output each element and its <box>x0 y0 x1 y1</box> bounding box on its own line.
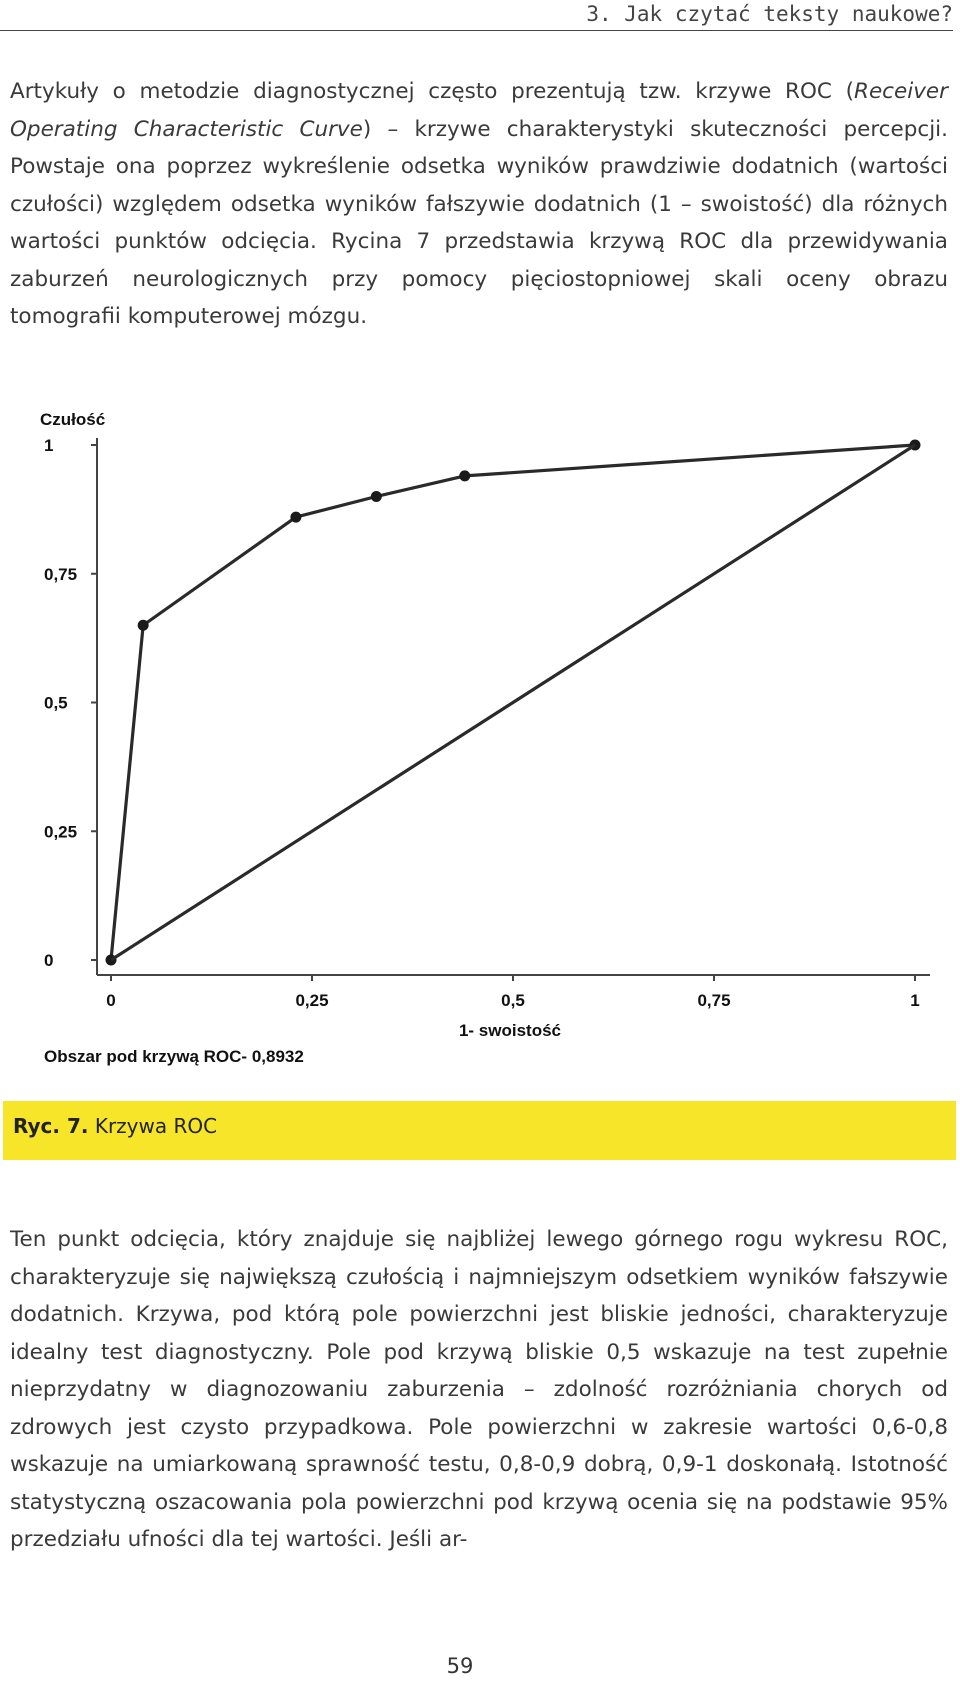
intro-text-pre: Artykuły o metodzie diagnostycznej częst… <box>10 79 855 104</box>
reference-diagonal-line <box>110 443 916 962</box>
figure-label: Ryc. 7. <box>13 1114 89 1138</box>
running-title: 3. Jak czytać teksty naukowe? <box>586 2 953 26</box>
y-tick-label: 0,25 <box>44 822 77 841</box>
x-tick-label: 1 <box>910 991 919 1010</box>
x-tick-label: 0 <box>106 991 115 1010</box>
x-tick-label: 0,25 <box>295 991 328 1010</box>
figure-caption: Ryc. 7. Krzywa ROC <box>13 1114 217 1138</box>
figure-caption-bar: Ryc. 7. Krzywa ROC <box>3 1101 956 1160</box>
y-tick-label: 0,75 <box>44 565 77 584</box>
roc-chart-svg: 0 0,25 0,5 0,75 1 0 0,25 0,5 0,75 1 Czułość 1- swoi… <box>40 410 930 1066</box>
y-tick-label: 0,5 <box>44 694 68 713</box>
running-head: 3. Jak czytać teksty naukowe? <box>0 0 953 31</box>
figure-caption-text: Krzywa ROC <box>94 1114 218 1138</box>
page-number: 59 <box>446 1654 474 1678</box>
roc-point <box>137 619 149 631</box>
roc-chart: 0 0,25 0,5 0,75 1 0 0,25 0,5 0,75 1 Czułość 1- swoi… <box>0 400 960 1080</box>
roc-curve-line <box>109 443 916 961</box>
x-tick-label: 0,5 <box>501 991 525 1010</box>
y-axis-label: Czułość <box>40 410 105 429</box>
body-paragraph: Ten punkt odcięcia, który znajduje się n… <box>10 1227 948 1552</box>
roc-point <box>290 511 302 523</box>
area-under-curve-annotation: Obszar pod krzywą ROC- 0,8932 <box>44 1047 304 1066</box>
y-tick-label: 0 <box>44 951 53 970</box>
y-tick-label: 1 <box>44 436 53 455</box>
x-tick-label: 0,75 <box>697 991 730 1010</box>
intro-paragraph: Artykuły o metodzie diagnostycznej częst… <box>10 73 948 336</box>
x-axis-label: 1- swoistość <box>459 1021 561 1040</box>
intro-term: Receiver Operating Characteristic Curve <box>10 79 948 142</box>
roc-point <box>459 470 471 482</box>
roc-point <box>370 491 382 502</box>
intro-text-post: ) – krzywe charakterystyki skuteczności … <box>10 116 948 330</box>
